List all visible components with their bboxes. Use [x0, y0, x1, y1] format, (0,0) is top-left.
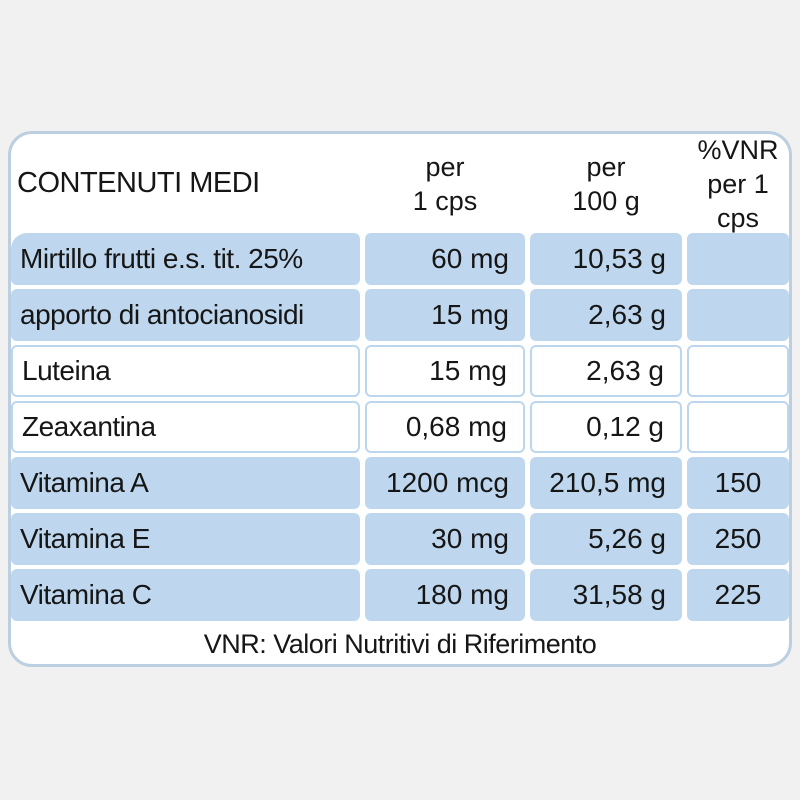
value-per-1cps: 60 mg [365, 233, 525, 285]
table-footnote: VNR: Valori Nutritivi di Riferimento [203, 629, 597, 659]
table-row: Vitamina E 30 mg 5,26 g 250 [11, 513, 789, 565]
column-header-line1: per [425, 151, 465, 182]
table-body: Mirtillo frutti e.s. tit. 25% 60 mg 10,5… [11, 233, 789, 621]
value-per-1cps: 15 mg [365, 289, 525, 341]
column-header-line2: 1 cps [412, 185, 478, 216]
value-per-1cps: 15 mg [365, 345, 525, 397]
table-row: Mirtillo frutti e.s. tit. 25% 60 mg 10,5… [11, 233, 789, 285]
nutrient-label: Zeaxantina [11, 401, 360, 453]
nutrition-facts-card: CONTENUTI MEDI per 1 cps per 100 g %VNR … [8, 131, 792, 667]
nutrient-label: Vitamina C [11, 569, 360, 621]
column-header-line1: %VNR [697, 134, 779, 165]
column-header-vnr: %VNR per 1 cps [687, 134, 789, 235]
nutrient-label: apporto di antocianosidi [11, 289, 360, 341]
value-vnr-per-1cps [687, 345, 789, 397]
value-vnr-per-1cps: 250 [687, 513, 789, 565]
value-per-100g: 5,26 g [530, 513, 682, 565]
column-header-line2: 100 g [572, 185, 640, 216]
value-per-100g: 2,63 g [530, 345, 682, 397]
value-per-100g: 31,58 g [530, 569, 682, 621]
value-per-1cps: 0,68 mg [365, 401, 525, 453]
value-per-100g: 0,12 g [530, 401, 682, 453]
table-row: Luteina 15 mg 2,63 g [11, 345, 789, 397]
value-per-100g: 210,5 mg [530, 457, 682, 509]
value-vnr-per-1cps [687, 401, 789, 453]
value-vnr-per-1cps: 150 [687, 457, 789, 509]
column-header-line2: per 1 cps [707, 168, 769, 233]
table-row: apporto di antocianosidi 15 mg 2,63 g [11, 289, 789, 341]
value-per-100g: 10,53 g [530, 233, 682, 285]
value-per-1cps: 180 mg [365, 569, 525, 621]
nutrient-label: Vitamina A [11, 457, 360, 509]
value-per-1cps: 1200 mcg [365, 457, 525, 509]
table-row: Vitamina C 180 mg 31,58 g 225 [11, 569, 789, 621]
nutrient-label: Mirtillo frutti e.s. tit. 25% [11, 233, 360, 285]
table-row: Vitamina A 1200 mcg 210,5 mg 150 [11, 457, 789, 509]
column-header-per-1cps: per 1 cps [365, 150, 525, 218]
nutrient-label: Luteina [11, 345, 360, 397]
table-row: Zeaxantina 0,68 mg 0,12 g [11, 401, 789, 453]
table-title: CONTENUTI MEDI [17, 167, 260, 199]
value-vnr-per-1cps [687, 289, 789, 341]
value-per-100g: 2,63 g [530, 289, 682, 341]
nutrient-label: Vitamina E [11, 513, 360, 565]
column-header-per-100g: per 100 g [530, 150, 682, 218]
table-header-row: CONTENUTI MEDI per 1 cps per 100 g %VNR … [11, 134, 789, 233]
column-header-line1: per [586, 151, 626, 182]
value-vnr-per-1cps: 225 [687, 569, 789, 621]
value-per-1cps: 30 mg [365, 513, 525, 565]
value-vnr-per-1cps [687, 233, 789, 285]
